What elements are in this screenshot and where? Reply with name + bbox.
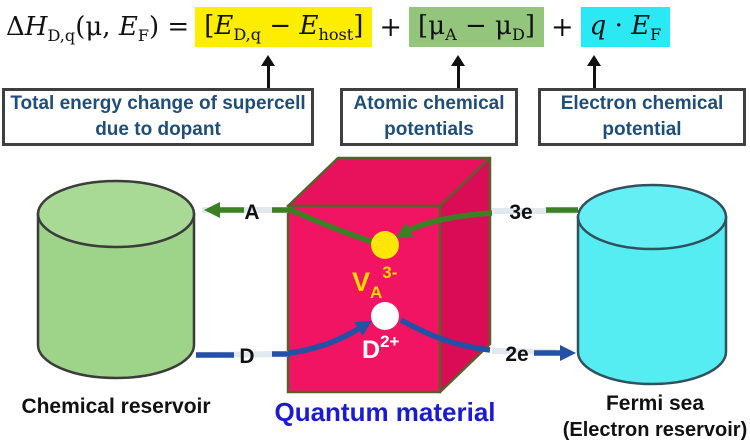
callout-electron-potential: Electron chemical potential [538, 88, 746, 146]
callout-line: Electron chemical [560, 93, 724, 115]
quantum-material-caption: Quantum material [274, 397, 495, 427]
fermi-sea-caption: Fermi sea [606, 392, 704, 415]
two-e-curve-in-cube [399, 317, 491, 353]
up-arrow-electron [587, 55, 601, 88]
arrow-head-icon [451, 55, 465, 66]
arrow-line [266, 66, 270, 88]
fermi-energy-sub: F [650, 25, 662, 45]
d-connector-gap [195, 351, 289, 358]
vacancy-site-dot [371, 231, 399, 259]
two-e-arrow-label: 2e [505, 343, 528, 366]
dot-operator: · [606, 11, 632, 42]
callout-line: Atomic chemical [353, 93, 505, 115]
chemical-reservoir-caption: Chemical reservoir [21, 395, 210, 418]
callout-line: potentials [384, 119, 474, 140]
host-energy-sub: host [318, 25, 354, 45]
minus-sign: − [261, 11, 300, 42]
up-arrow-supercell [261, 55, 275, 88]
arrow-line [592, 66, 596, 88]
vacancy-label: VA3- [352, 263, 397, 302]
fermi-sea-cylinder [576, 183, 728, 386]
plus-sign-1: + [379, 11, 403, 43]
fermi-energy-symbol: E [631, 11, 651, 42]
mu-d-sub: D [511, 25, 525, 45]
cylinder-top [576, 183, 728, 251]
fermi-energy-arg-sub: F [137, 26, 149, 46]
chemical-reservoir-cylinder [36, 179, 196, 380]
args-open: (μ, [75, 12, 119, 42]
a-curve-in-cube [287, 206, 374, 245]
defect-energy-symbol: E [214, 11, 234, 42]
mu-a-sub: A [445, 25, 457, 45]
term-supercell-energy: [ED,q − Ehost] [195, 7, 373, 47]
callout-atomic-potentials: Atomic chemical potentials [340, 88, 518, 146]
cube-front-face [286, 204, 442, 394]
bracket-open: [ [204, 11, 215, 42]
minus-mu-d: − μ [456, 11, 512, 42]
arrow-head-icon [261, 55, 275, 66]
three-e-arrow-label: 3e [509, 201, 532, 224]
charge-symbol: q [589, 11, 607, 42]
host-energy-symbol: E [299, 11, 319, 42]
two-e-connector-gap [491, 348, 557, 355]
enthalpy-subscript: D,q [47, 26, 76, 46]
d-arrow-label: D [239, 345, 254, 368]
cube-top-face [286, 156, 492, 208]
cylinder-top [36, 179, 196, 249]
quantum-material-cube [286, 156, 492, 394]
vacancy-charge-sup: 3- [382, 263, 397, 282]
up-arrow-chemical [451, 55, 465, 88]
defect-formation-equation: ΔHD,q(μ, EF) = [ED,q − Ehost] + [μA − μD… [6, 2, 671, 52]
term-chemical-potentials: [μA − μD] [409, 7, 545, 47]
dopant-label: D2+ [362, 332, 400, 364]
fermi-energy-arg: E [118, 12, 138, 42]
a-arrow-label: A [244, 201, 259, 224]
defect-energy-sub: D,q [233, 25, 262, 45]
vacancy-sub: A [370, 283, 382, 302]
callout-line: due to dopant [95, 119, 221, 140]
arrow-line [456, 66, 460, 88]
dopant-site-dot [371, 302, 399, 330]
callout-line: Total energy change of supercell [10, 93, 306, 115]
electron-reservoir-caption: (Electron reservoir) [563, 419, 748, 441]
mu-a-symbol: [μ [418, 11, 446, 42]
equation-lhs: ΔHD,q(μ, EF) = [6, 12, 190, 46]
arrow-head-icon [587, 55, 601, 66]
term-electron-chemical: q · EF [580, 7, 671, 47]
cylinder-body [576, 215, 728, 386]
bracket-close: ] [353, 11, 364, 42]
callout-line: potential [602, 119, 682, 140]
d-curve-to-dopant [288, 320, 372, 356]
three-e-curve-to-vacancy [395, 210, 493, 238]
dopant-symbol: D [362, 336, 380, 364]
plus-sign-2: + [551, 11, 574, 43]
callout-supercell-energy: Total energy change of supercell due to … [2, 88, 314, 146]
vacancy-symbol: V [352, 267, 370, 297]
delta-symbol: Δ [6, 12, 25, 42]
dopant-charge-sup: 2+ [380, 332, 399, 351]
equals-sign: ) = [149, 12, 190, 42]
enthalpy-symbol: H [24, 12, 48, 42]
bracket-close: ] [524, 11, 536, 42]
cube-right-face [438, 156, 492, 394]
cylinder-body [36, 212, 196, 380]
